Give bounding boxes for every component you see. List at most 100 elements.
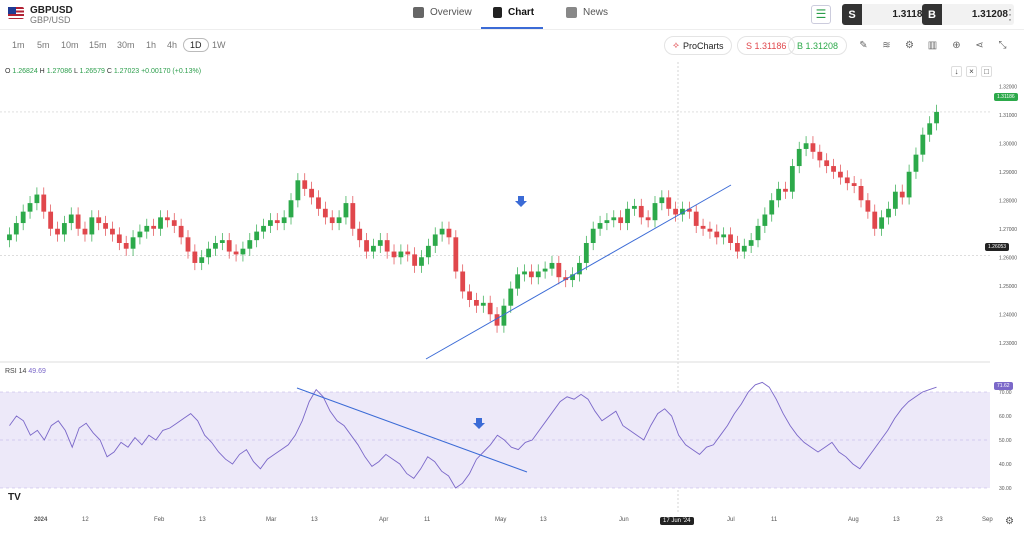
candle-body bbox=[803, 143, 809, 149]
candle-body bbox=[528, 271, 534, 278]
timeframe-1w[interactable]: 1W bbox=[212, 40, 226, 50]
candle-body bbox=[659, 197, 665, 204]
indicators-icon[interactable]: ≋ bbox=[882, 40, 891, 51]
rsi-trendline bbox=[296, 387, 528, 473]
chart-toolbar: 1m 5m 10m 15m 30m 1h 4h 1D 1W ⟡ ProChart… bbox=[0, 36, 1024, 58]
tab-news[interactable]: News bbox=[566, 7, 608, 18]
candle-body bbox=[151, 225, 157, 229]
candle-body bbox=[206, 248, 211, 258]
sell-button[interactable]: S 1.31186 bbox=[842, 4, 934, 25]
timeframe-30m[interactable]: 30m bbox=[117, 40, 135, 50]
candle-body bbox=[693, 211, 699, 226]
candle-body bbox=[783, 188, 788, 192]
candle-body bbox=[364, 240, 369, 252]
candle-body bbox=[625, 208, 630, 224]
candles-icon bbox=[493, 7, 502, 18]
watchlist-menu-button[interactable]: ☰ bbox=[811, 5, 831, 24]
candle-body bbox=[886, 208, 891, 218]
candle-body bbox=[123, 243, 129, 249]
x-tick: 13 bbox=[540, 517, 547, 523]
x-tick: 11 bbox=[424, 517, 431, 523]
candle-body bbox=[577, 262, 582, 275]
crosshair-price-badge: 1.26053 bbox=[985, 243, 1010, 251]
candle-body bbox=[769, 200, 775, 215]
tab-overview[interactable]: Overview bbox=[413, 7, 472, 18]
candle-body bbox=[796, 148, 802, 167]
x-tick: Feb bbox=[154, 517, 165, 523]
share-icon[interactable]: ⋖ bbox=[975, 40, 984, 51]
sell-pill-button[interactable]: S 1.31186 bbox=[737, 36, 796, 55]
candle-body bbox=[419, 257, 424, 266]
timeframe-10m[interactable]: 10m bbox=[61, 40, 79, 50]
candle-body bbox=[219, 240, 225, 243]
sell-price: 1.31186 bbox=[892, 9, 928, 20]
candle-body bbox=[261, 225, 266, 232]
fullscreen-icon[interactable]: ⤡ bbox=[998, 40, 1007, 51]
candle-body bbox=[192, 251, 198, 263]
arrow-down-marker bbox=[473, 418, 485, 429]
draw-icon[interactable]: ✎ bbox=[859, 40, 868, 51]
grid-icon bbox=[413, 7, 424, 18]
candle-body bbox=[872, 211, 878, 229]
arrow-down-icon[interactable]: ↓ bbox=[951, 66, 962, 77]
candle-body bbox=[199, 257, 205, 263]
timeframe-4h[interactable]: 4h bbox=[167, 40, 178, 50]
candle-body bbox=[171, 220, 177, 226]
candle-body bbox=[570, 274, 575, 281]
price-chart[interactable]: 1.32000 1.31000 1.30000 1.29000 1.28000 1.270… bbox=[0, 62, 1024, 512]
more-options-icon[interactable]: · · · bbox=[1008, 2, 1012, 26]
procharts-button[interactable]: ⟡ ProCharts bbox=[664, 36, 733, 55]
x-tick: May bbox=[495, 517, 507, 523]
candle-body bbox=[934, 111, 939, 124]
candle-body bbox=[556, 262, 562, 278]
buy-button[interactable]: B 1.31208 bbox=[922, 4, 1014, 25]
timeframe-15m[interactable]: 15m bbox=[89, 40, 107, 50]
candle-body bbox=[831, 166, 836, 172]
overlays-layer bbox=[296, 184, 732, 473]
active-tab-indicator bbox=[481, 27, 543, 29]
rsi-line bbox=[9, 381, 937, 489]
buy-price: 1.31208 bbox=[971, 9, 1008, 20]
candle-body bbox=[906, 171, 912, 198]
buy-pill-button[interactable]: B 1.31208 bbox=[788, 36, 848, 55]
x-tick: 12 bbox=[82, 517, 89, 523]
candle-body bbox=[240, 248, 246, 255]
x-tick: Jun bbox=[619, 517, 629, 523]
candle-body bbox=[542, 268, 548, 272]
timeframe-1m[interactable]: 1m bbox=[12, 40, 25, 50]
candle-body bbox=[680, 208, 685, 215]
candle-body bbox=[75, 214, 81, 229]
candle-body bbox=[34, 194, 40, 204]
candle-body bbox=[55, 228, 60, 235]
candle-body bbox=[116, 234, 122, 243]
candle-body bbox=[322, 208, 328, 218]
crosshair-date-tag: 17 Jun '24 bbox=[660, 517, 694, 525]
candle-body bbox=[316, 197, 321, 209]
chart-settings-icon[interactable]: ⚙ bbox=[1005, 516, 1014, 527]
price-tick: 1.31000 bbox=[999, 113, 1017, 119]
candle-body bbox=[508, 288, 514, 306]
collapse-icon[interactable]: × bbox=[966, 66, 977, 77]
candle-body bbox=[281, 217, 287, 224]
candle-body bbox=[611, 217, 617, 221]
add-icon[interactable]: ⊕ bbox=[952, 40, 961, 51]
chart-type-icon[interactable]: ▥ bbox=[927, 40, 938, 51]
settings-icon[interactable]: ⚙ bbox=[905, 40, 914, 51]
price-tick: 1.28000 bbox=[999, 198, 1017, 204]
candle-body bbox=[549, 262, 555, 269]
tab-chart[interactable]: Chart bbox=[493, 7, 534, 18]
candle-body bbox=[103, 223, 108, 229]
price-tick: 1.23000 bbox=[999, 341, 1017, 347]
candle-body bbox=[741, 245, 747, 252]
timeframe-1h[interactable]: 1h bbox=[146, 40, 157, 50]
maximize-icon[interactable]: □ bbox=[981, 66, 992, 77]
candle-body bbox=[501, 305, 507, 326]
candle-body bbox=[68, 214, 74, 224]
candle-body bbox=[213, 243, 218, 249]
timeframe-1d[interactable]: 1D bbox=[183, 38, 209, 52]
timeframe-5m[interactable]: 5m bbox=[37, 40, 50, 50]
candle-body bbox=[110, 228, 115, 235]
candle-body bbox=[89, 217, 95, 235]
candle-body bbox=[226, 240, 232, 252]
candle-body bbox=[446, 228, 452, 238]
